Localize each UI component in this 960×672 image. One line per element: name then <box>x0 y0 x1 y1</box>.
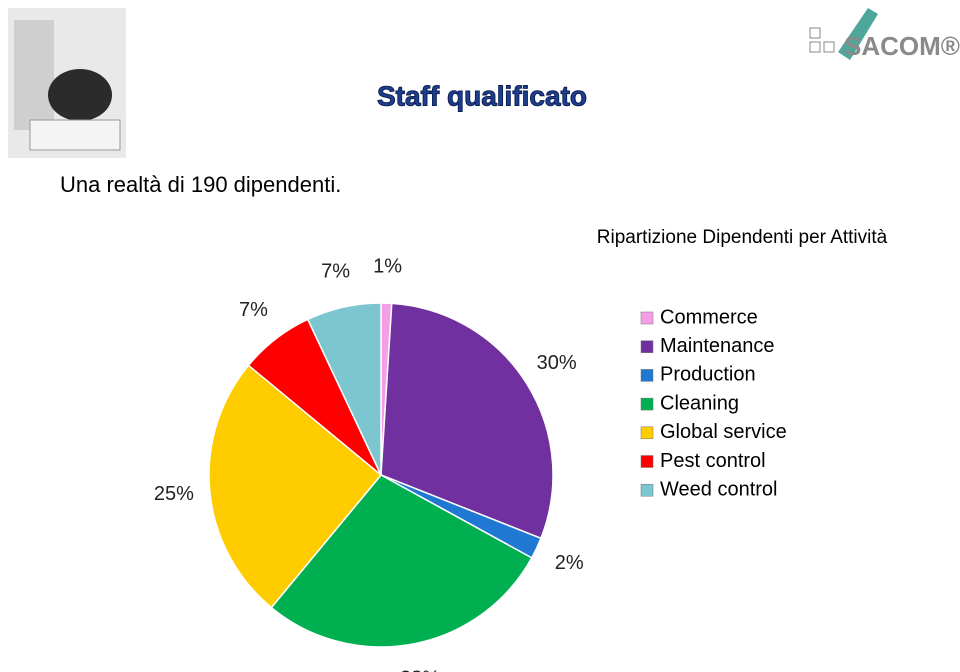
legend-label: Commerce <box>660 306 758 328</box>
logo: SACOM® <box>809 8 960 61</box>
photo <box>8 8 126 158</box>
data-label: 7% <box>321 260 350 282</box>
pie-slice <box>380 302 554 540</box>
data-label: 25% <box>154 483 194 505</box>
legend-swatch <box>640 455 654 468</box>
legend-swatch <box>640 311 654 325</box>
data-label: 7% <box>239 299 268 321</box>
legend-label: Production <box>660 364 756 386</box>
legend-swatch <box>640 483 654 497</box>
legend-label: Weed control <box>660 478 777 500</box>
pie-slice <box>270 474 533 648</box>
data-label: 2% <box>555 552 584 574</box>
legend-swatch <box>640 369 654 382</box>
legend-label: Cleaning <box>660 392 739 414</box>
pie-slice <box>306 302 382 476</box>
legend-swatch <box>640 397 654 411</box>
legend-label: Pest control <box>660 450 766 472</box>
legend-label: Maintenance <box>660 335 775 357</box>
legend: Commerce Maintenance Production Cleaning Glo… <box>640 306 787 500</box>
slide-title: Staff qualificato <box>377 80 587 111</box>
logo-text: SACOM® <box>844 31 960 61</box>
chart-title: Ripartizione Dipendenti per Attività <box>597 227 888 248</box>
pie: 1% 30% 2% 28% 25% 7% 7% <box>154 255 584 672</box>
pie-slice <box>208 364 383 609</box>
data-label: 30% <box>537 352 577 374</box>
legend-label: Global service <box>660 421 787 443</box>
legend-swatch <box>640 426 654 440</box>
subtitle: Una realtà di 190 dipendenti. <box>60 172 341 197</box>
legend-swatch <box>640 340 654 353</box>
data-label: 28% <box>400 668 440 672</box>
data-label: 1% <box>373 255 402 277</box>
